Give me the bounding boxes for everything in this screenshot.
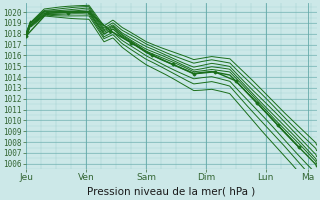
X-axis label: Pression niveau de la mer( hPa ): Pression niveau de la mer( hPa ) xyxy=(87,187,255,197)
